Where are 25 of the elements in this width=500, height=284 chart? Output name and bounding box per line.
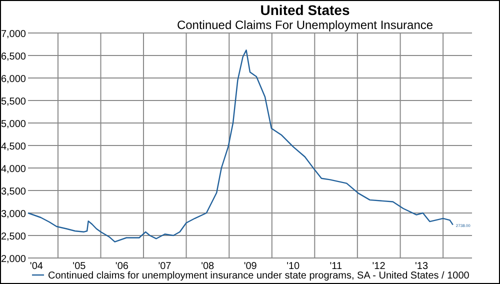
x-tick-label: '13 — [414, 261, 428, 272]
y-tick-label: 4,000 — [0, 164, 26, 175]
x-tick-label: '12 — [372, 261, 386, 272]
y-tick-label: 4,500 — [0, 142, 26, 152]
x-tick-label: '06 — [115, 261, 129, 272]
y-tick-label: 7,000 — [0, 29, 26, 40]
line-series — [27, 50, 454, 242]
x-tick-label: '10 — [286, 261, 300, 272]
y-tick-label: 2,500 — [0, 232, 26, 242]
y-tick-label: 5,500 — [0, 96, 26, 108]
y-tick-label: 3,500 — [0, 186, 26, 198]
chart-subtitle: Continued Claims For Unemployment Insurance — [176, 18, 434, 32]
y-tick-label: 5,000 — [0, 119, 26, 130]
x-tick-label: '11 — [330, 261, 342, 272]
y-tick-label: 6,000 — [0, 74, 26, 85]
chart-title: United States — [260, 2, 350, 18]
x-tick-label: '04 — [30, 261, 44, 272]
x-tick-label: '08 — [201, 261, 215, 272]
x-tick-label: '07 — [158, 261, 172, 272]
y-tick-label: 2,000 — [0, 254, 26, 265]
x-tick-label: '05 — [72, 261, 86, 272]
y-tick-label: 6,500 — [0, 52, 26, 62]
y-tick-label: 3,000 — [0, 209, 26, 220]
x-tick-label: '09 — [244, 261, 258, 272]
legend-label: Continued claims for unemployment insurance under state programs, SA - United States / 1000 — [48, 270, 470, 282]
